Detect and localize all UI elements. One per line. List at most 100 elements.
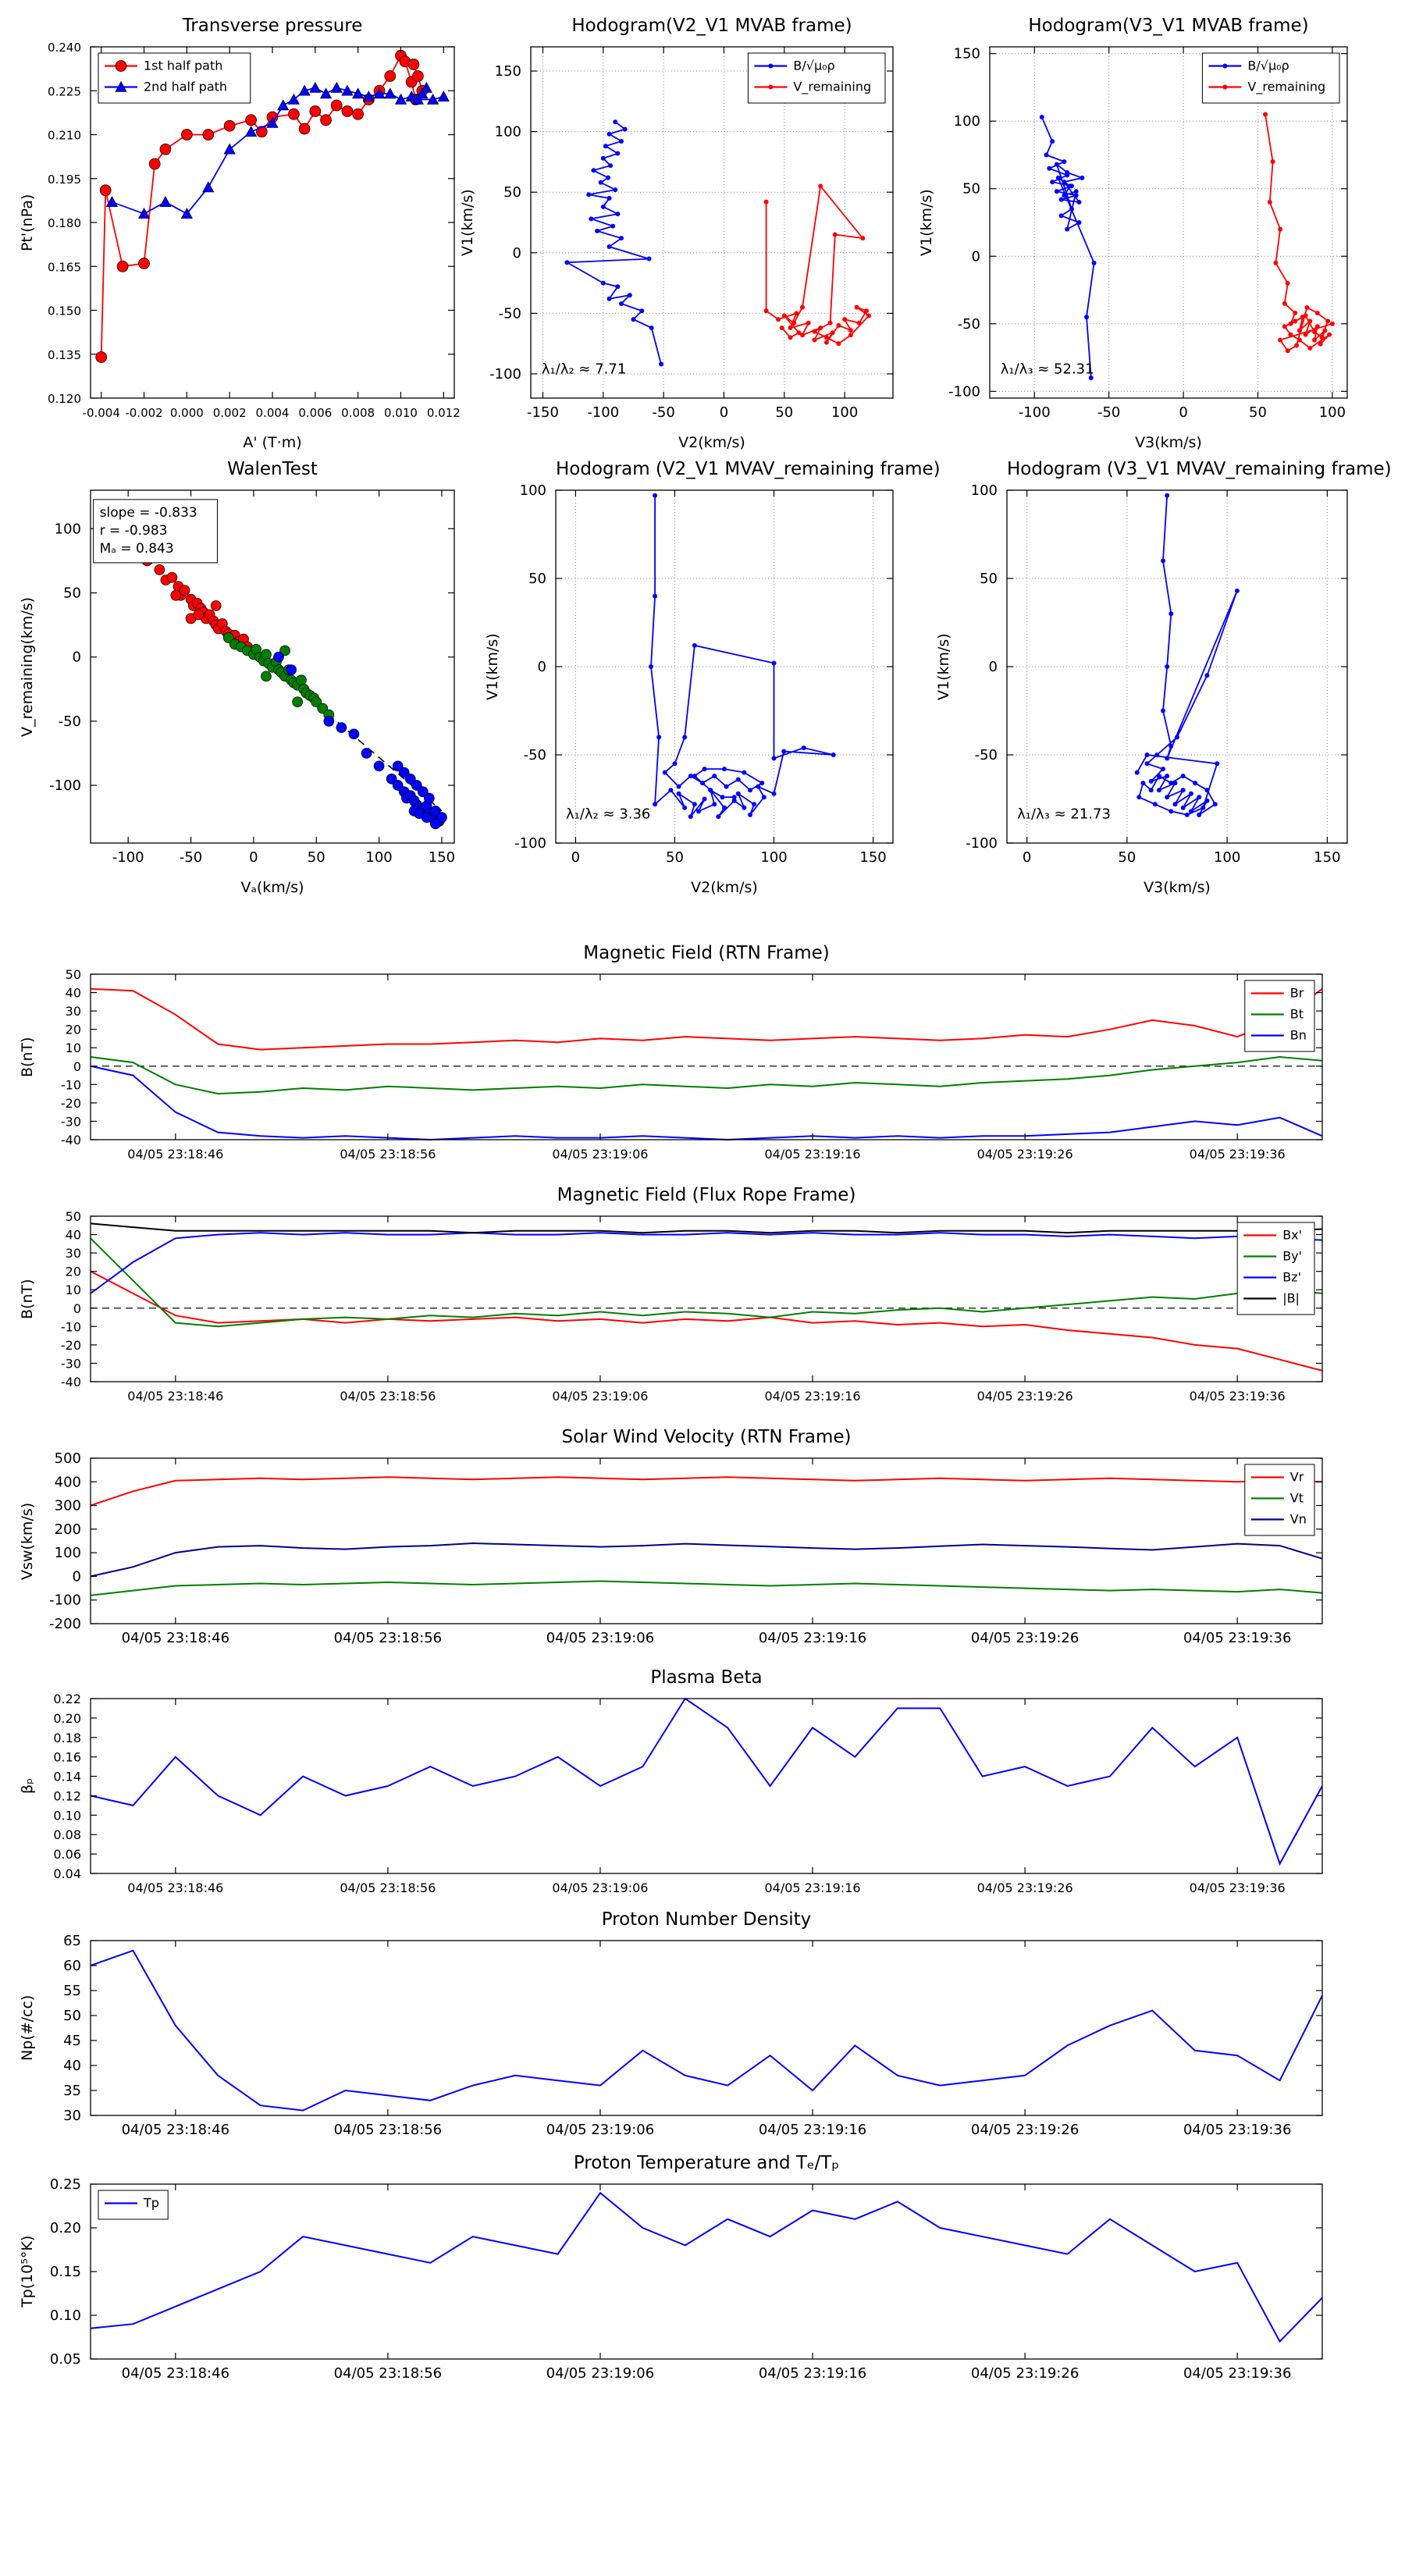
panel-title: Solar Wind Velocity (RTN Frame) [561, 1427, 852, 1447]
axes: -150 -100 -50 0 50 100 -100 -50 0 50 100 150 [489, 46, 894, 421]
axes: 04/05 23:18:46 04/05 23:18:56 04/05 23:19:… [61, 967, 1323, 1162]
svg-text:Mₐ = 0.843: Mₐ = 0.843 [100, 541, 174, 557]
svg-text:30: 30 [66, 1004, 81, 1019]
annotation: λ₁/λ₃ ≈ 21.73 [1017, 806, 1111, 822]
series-walen-test [273, 651, 447, 830]
panel-magnetic-field-rtn: Magnetic Field (RTN Frame) B(nT) 04/05 2… [19, 943, 1323, 1162]
svg-text:35: 35 [63, 2083, 81, 2099]
svg-text:-100: -100 [112, 849, 144, 866]
svg-text:200: 200 [55, 1521, 81, 1538]
hodogram-v2v1-mvav-plot: 0 50 100 150 -100 -50 0 50 100 λ₁/λ₂ ≈ 3.36 [514, 482, 894, 866]
legend: 1st half path 2nd half path [98, 52, 251, 104]
series-walen-test [141, 555, 253, 653]
legend: Bx' By' Bz' |B| [1236, 1222, 1315, 1315]
svg-text:B/√μ₀ρ: B/√μ₀ρ [793, 59, 834, 73]
axes: 04/05 23:18:46 04/05 23:18:56 04/05 23:19:… [53, 1692, 1323, 1895]
svg-text:0.08: 0.08 [53, 1827, 81, 1842]
x-axis-label: V3(km/s) [1135, 434, 1202, 451]
svg-text:50: 50 [63, 2008, 81, 2024]
svg-text:150: 150 [495, 63, 521, 80]
proton-number-density-plot: 04/05 23:18:46 04/05 23:18:56 04/05 23:19:… [63, 1933, 1323, 2138]
svg-text:04/05 23:19:36: 04/05 23:19:36 [1190, 1880, 1286, 1895]
svg-text:50: 50 [1249, 404, 1267, 421]
svg-text:0.05: 0.05 [50, 2351, 81, 2368]
svg-text:0.008: 0.008 [341, 406, 375, 420]
svg-text:50: 50 [66, 967, 81, 982]
svg-text:λ₁/λ₂ ≈ 3.36: λ₁/λ₂ ≈ 3.36 [566, 806, 650, 822]
transverse-pressure-plot: -0.004 -0.002 0.000 0.002 0.004 0.006 0.008 0.0… [48, 41, 461, 420]
svg-text:0: 0 [73, 1301, 81, 1316]
panel-hodogram-v3v1-mvab: Hodogram(V3_V1 MVAB frame) V1(km/s) V3(k… [918, 16, 1348, 451]
svg-text:0: 0 [538, 659, 546, 675]
series-Bn [90, 1065, 1323, 1141]
svg-text:Vn: Vn [1290, 1512, 1307, 1527]
svg-text:04/05 23:18:56: 04/05 23:18:56 [334, 2365, 442, 2382]
svg-text:0.006: 0.006 [298, 406, 332, 420]
svg-text:50: 50 [962, 181, 980, 197]
svg-text:-100: -100 [514, 835, 546, 852]
y-axis-label: V1(km/s) [484, 633, 501, 700]
svg-text:-0.002: -0.002 [125, 406, 162, 420]
panel-title: Hodogram (V2_V1 MVAV_remaining frame) [556, 459, 941, 479]
panel-transverse-pressure: Transverse pressure Pt'(nPa) A' (T·m) -0… [19, 16, 461, 451]
svg-text:0.225: 0.225 [48, 84, 81, 98]
svg-text:-30: -30 [61, 1114, 81, 1129]
svg-text:0.25: 0.25 [50, 2176, 81, 2193]
svg-text:04/05 23:18:46: 04/05 23:18:46 [122, 2122, 229, 2138]
series-Vn [90, 1542, 1323, 1578]
panel-hodogram-v3v1-mvav: Hodogram (V3_V1 MVAV_remaining frame) V1… [935, 459, 1392, 896]
svg-text:0.150: 0.150 [48, 304, 81, 318]
annotation: λ₁/λ₃ ≈ 52.31 [1001, 361, 1094, 378]
y-axis-label: Np(#/cc) [19, 1994, 36, 2062]
svg-text:04/05 23:18:46: 04/05 23:18:46 [127, 1389, 223, 1404]
svg-text:0.195: 0.195 [48, 173, 81, 187]
svg-text:04/05 23:19:16: 04/05 23:19:16 [759, 2122, 866, 2138]
svg-text:04/05 23:19:06: 04/05 23:19:06 [552, 1147, 648, 1162]
panel-title: Transverse pressure [182, 16, 363, 36]
svg-text:20: 20 [66, 1265, 81, 1279]
svg-text:V_remaining: V_remaining [1247, 80, 1325, 95]
svg-text:2nd half path: 2nd half path [144, 80, 227, 94]
svg-text:04/05 23:19:16: 04/05 23:19:16 [765, 1389, 861, 1404]
svg-text:0: 0 [989, 659, 998, 675]
series-V_remaining [1263, 112, 1335, 354]
axes: 04/05 23:18:46 04/05 23:18:56 04/05 23:19:… [63, 1933, 1323, 2138]
svg-text:04/05 23:19:06: 04/05 23:19:06 [552, 1880, 648, 1895]
legend: B/√μ₀ρ V_remaining [1201, 52, 1340, 104]
axes: -0.004 -0.002 0.000 0.002 0.004 0.006 0.008 0.0… [48, 41, 461, 420]
svg-text:0.165: 0.165 [48, 260, 81, 274]
svg-text:30: 30 [66, 1246, 81, 1261]
svg-text:04/05 23:19:16: 04/05 23:19:16 [759, 1630, 866, 1646]
svg-text:0.180: 0.180 [48, 216, 81, 230]
svg-text:100: 100 [365, 849, 392, 866]
series-B/√μ₀ρ [564, 119, 664, 367]
svg-text:Bz': Bz' [1282, 1270, 1301, 1285]
legend: Vr Vt Vn [1244, 1464, 1315, 1536]
y-axis-label: Pt'(nPa) [19, 194, 36, 251]
svg-text:10: 10 [66, 1041, 81, 1055]
svg-text:0.10: 0.10 [53, 1808, 81, 1823]
svg-text:04/05 23:19:06: 04/05 23:19:06 [546, 2365, 654, 2382]
svg-text:-150: -150 [527, 404, 559, 421]
svg-text:-100: -100 [587, 404, 619, 421]
svg-text:0: 0 [249, 849, 258, 866]
svg-text:0.14: 0.14 [53, 1770, 81, 1784]
svg-text:-40: -40 [61, 1133, 81, 1147]
panel-title: Proton Temperature and Tₑ/Tₚ [573, 2153, 840, 2173]
svg-text:0.004: 0.004 [256, 406, 290, 420]
svg-text:20: 20 [66, 1023, 81, 1037]
series-Vt [90, 1580, 1323, 1596]
svg-text:100: 100 [1214, 849, 1240, 866]
panel-walen-test: WalenTest V_remaining(km/s) Vₐ(km/s) -10… [19, 459, 455, 896]
axes: 04/05 23:18:46 04/05 23:18:56 04/05 23:19:… [50, 2176, 1323, 2382]
svg-text:100: 100 [831, 404, 858, 421]
svg-text:04/05 23:18:56: 04/05 23:18:56 [340, 1389, 436, 1404]
svg-text:150: 150 [429, 849, 455, 866]
svg-text:10: 10 [66, 1283, 81, 1297]
svg-text:V_remaining: V_remaining [793, 80, 871, 95]
svg-text:-200: -200 [49, 1616, 81, 1632]
svg-text:Tp: Tp [143, 2196, 159, 2211]
hodogram-v2v1-mvab-plot: -150 -100 -50 0 50 100 -100 -50 0 50 100 150 B/√μ₀ρ V… [489, 46, 894, 421]
svg-text:400: 400 [55, 1474, 81, 1490]
series-Bt [90, 1055, 1323, 1095]
